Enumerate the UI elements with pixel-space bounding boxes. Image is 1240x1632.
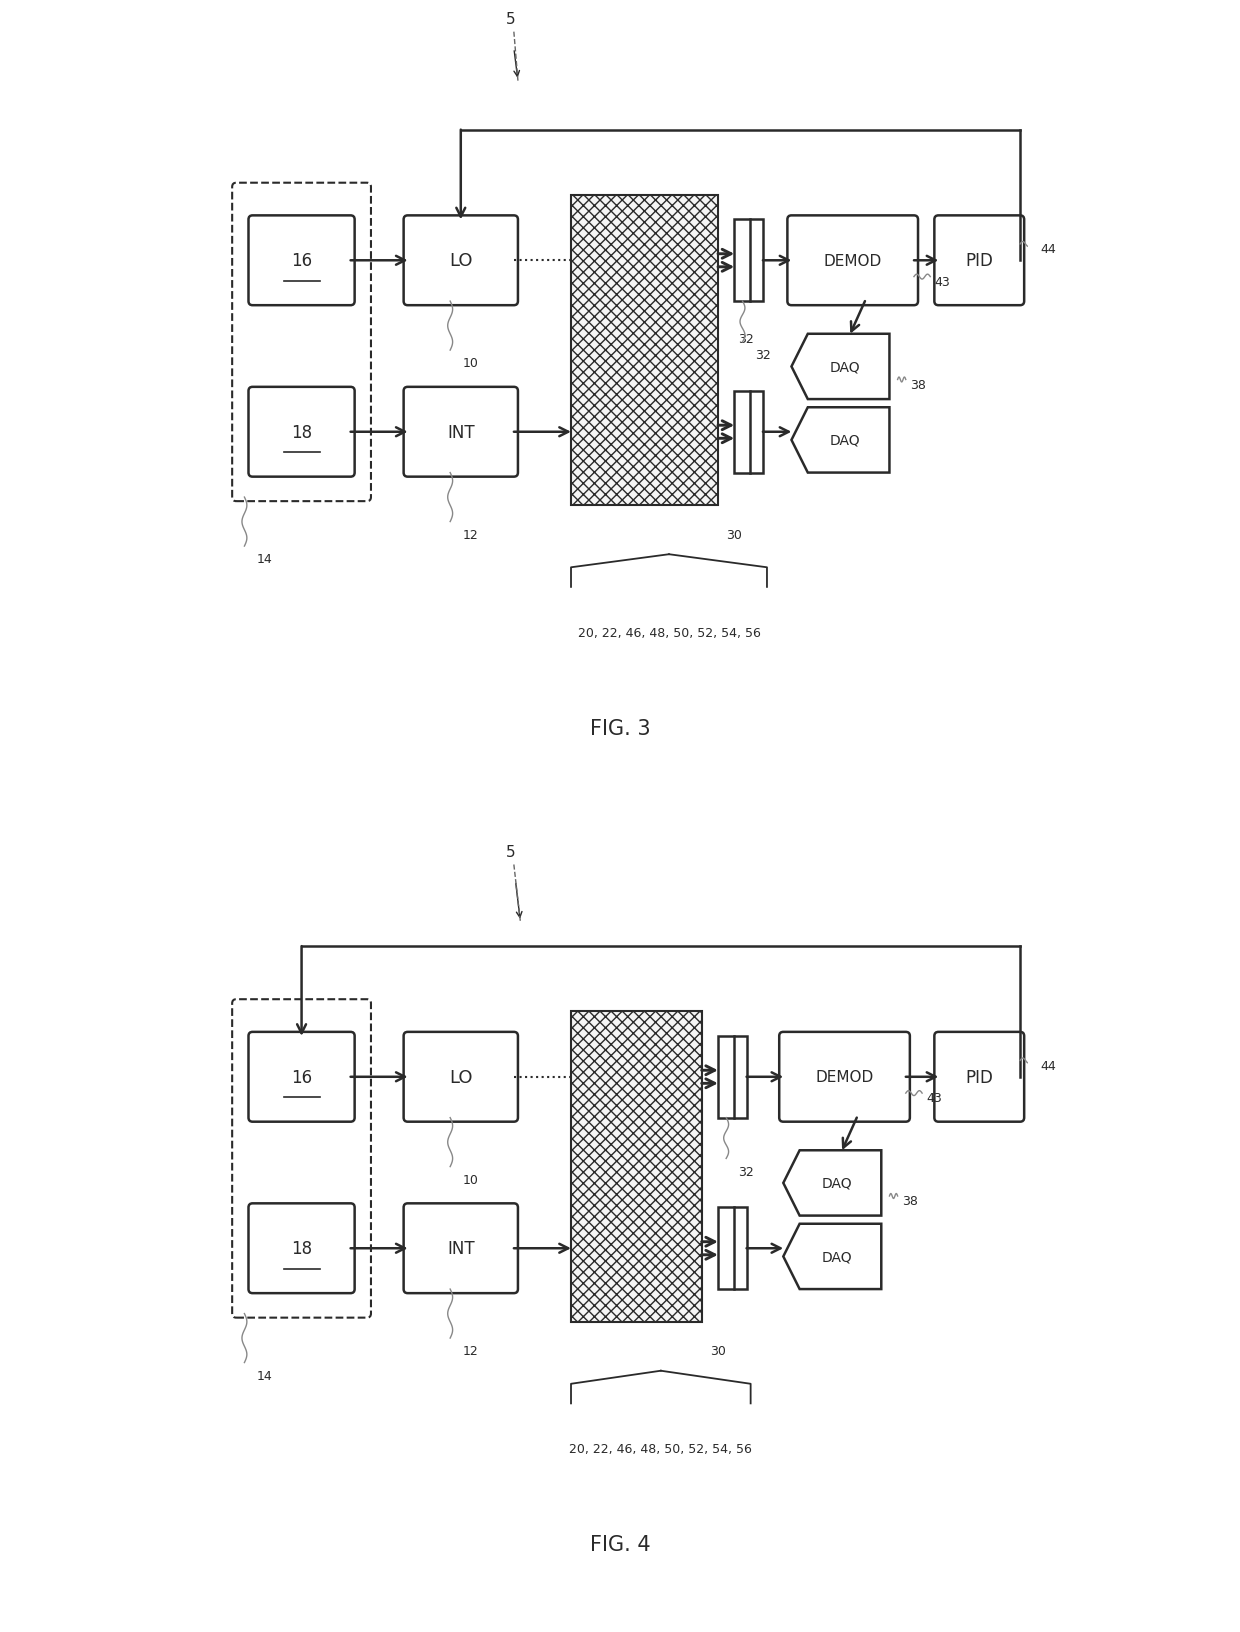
Bar: [718, 1036, 746, 1118]
Text: DAQ: DAQ: [830, 434, 861, 447]
Text: 10: 10: [463, 357, 479, 370]
Bar: [734, 220, 763, 302]
FancyBboxPatch shape: [404, 387, 518, 477]
Polygon shape: [784, 1224, 882, 1289]
Bar: [570, 196, 718, 506]
FancyBboxPatch shape: [404, 1204, 518, 1293]
Text: DAQ: DAQ: [822, 1250, 853, 1263]
Text: 10: 10: [463, 1173, 479, 1186]
Text: 30: 30: [727, 529, 742, 542]
Text: 44: 44: [1040, 1059, 1056, 1072]
Text: 14: 14: [257, 553, 273, 566]
Text: 16: 16: [291, 1067, 312, 1087]
Text: 20, 22, 46, 48, 50, 52, 54, 56: 20, 22, 46, 48, 50, 52, 54, 56: [578, 627, 760, 640]
Bar: [734, 392, 763, 473]
Text: LO: LO: [449, 251, 472, 271]
Polygon shape: [784, 1151, 882, 1216]
FancyBboxPatch shape: [248, 387, 355, 477]
Text: 32: 32: [738, 1165, 754, 1178]
Text: 32: 32: [755, 349, 770, 362]
Text: 43: 43: [935, 276, 950, 289]
Text: 18: 18: [291, 1239, 312, 1258]
Text: 44: 44: [1040, 243, 1056, 256]
Bar: [570, 1012, 702, 1322]
Polygon shape: [791, 335, 889, 400]
Text: DAQ: DAQ: [830, 361, 861, 374]
Text: 38: 38: [910, 379, 926, 392]
FancyBboxPatch shape: [248, 1204, 355, 1293]
Text: DAQ: DAQ: [822, 1177, 853, 1190]
Text: PID: PID: [965, 251, 993, 271]
Text: 12: 12: [463, 1345, 479, 1358]
Text: FIG. 3: FIG. 3: [590, 718, 650, 738]
FancyBboxPatch shape: [404, 215, 518, 307]
Text: 14: 14: [257, 1369, 273, 1382]
Text: PID: PID: [965, 1067, 993, 1087]
Text: DEMOD: DEMOD: [816, 1069, 874, 1085]
Text: 20, 22, 46, 48, 50, 52, 54, 56: 20, 22, 46, 48, 50, 52, 54, 56: [569, 1443, 753, 1456]
Text: LO: LO: [449, 1067, 472, 1087]
FancyBboxPatch shape: [248, 215, 355, 307]
Text: 38: 38: [901, 1195, 918, 1208]
FancyBboxPatch shape: [404, 1031, 518, 1123]
Text: 32: 32: [738, 333, 754, 346]
FancyBboxPatch shape: [935, 215, 1024, 307]
Bar: [718, 1208, 746, 1289]
Text: INT: INT: [446, 1239, 475, 1258]
FancyBboxPatch shape: [779, 1031, 910, 1123]
FancyBboxPatch shape: [935, 1031, 1024, 1123]
Text: 18: 18: [291, 423, 312, 442]
Text: 43: 43: [926, 1092, 942, 1105]
Text: 12: 12: [463, 529, 479, 542]
Polygon shape: [791, 408, 889, 473]
FancyBboxPatch shape: [787, 215, 918, 307]
Text: DEMOD: DEMOD: [823, 253, 882, 269]
Text: 5: 5: [506, 13, 516, 28]
Text: 30: 30: [709, 1345, 725, 1358]
Text: 5: 5: [506, 845, 516, 860]
Text: 16: 16: [291, 251, 312, 271]
FancyBboxPatch shape: [248, 1031, 355, 1123]
Text: FIG. 4: FIG. 4: [590, 1534, 650, 1554]
Text: INT: INT: [446, 423, 475, 442]
